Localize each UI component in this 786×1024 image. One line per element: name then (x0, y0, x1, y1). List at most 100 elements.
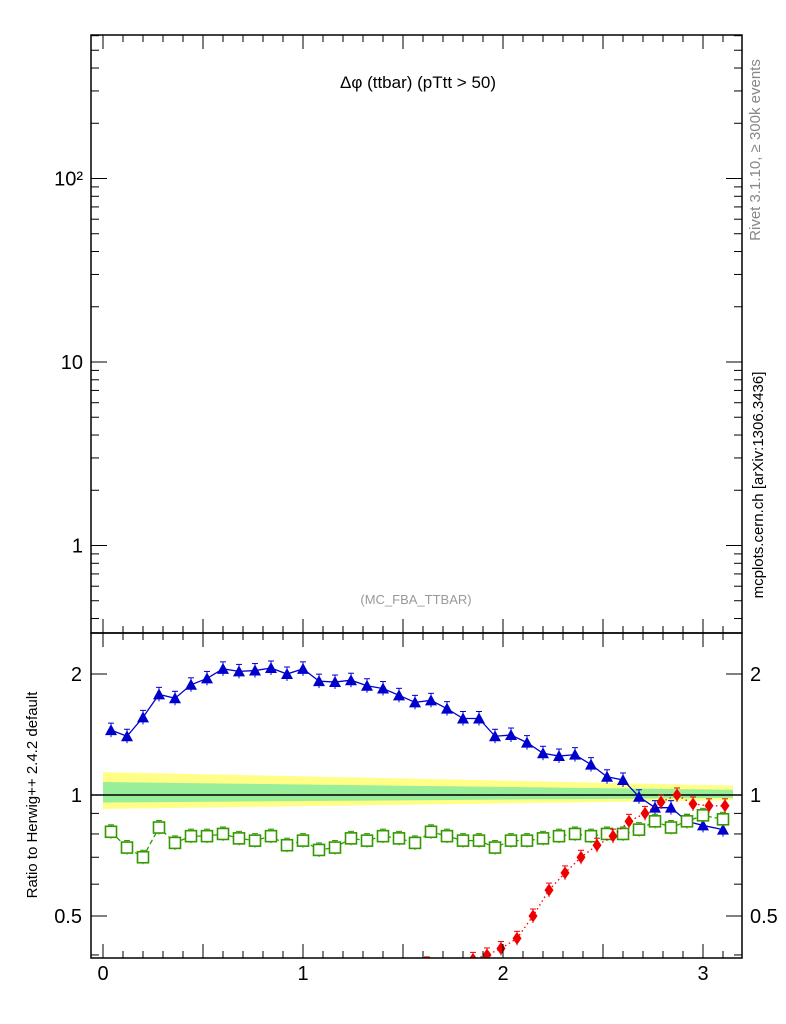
data-point-square (664, 821, 678, 834)
data-point-triangle (601, 770, 613, 782)
data-point-diamond (720, 799, 730, 813)
data-point-diamond (624, 814, 634, 828)
data-point-diamond (469, 952, 477, 958)
data-point-triangle (313, 675, 325, 687)
ratio-y-tick-label-right: 2 (750, 664, 761, 686)
data-point-triangle (617, 773, 629, 785)
data-point-triangle (505, 729, 517, 741)
data-point-square (200, 829, 214, 843)
data-point-diamond (608, 829, 618, 843)
data-point-triangle (249, 664, 261, 676)
data-point-square (680, 815, 694, 828)
main-panel: 1 10 10² Δφ (ttbar) (pTtt > 50) (MC_FBA_TT… (54, 34, 743, 634)
data-point-triangle (697, 819, 709, 831)
data-point-square (472, 834, 486, 847)
data-point-square (152, 821, 166, 834)
data-point-triangle (457, 712, 469, 724)
data-point-square (184, 829, 198, 843)
data-point-square (504, 834, 518, 847)
data-point-square (568, 827, 582, 841)
data-point-triangle (153, 688, 165, 700)
data-point-square (584, 829, 598, 843)
data-point-triangle (585, 758, 597, 770)
rivet-label: Rivet 3.1.10, ≥ 300k events (747, 59, 764, 241)
data-point-square (456, 834, 470, 847)
data-point-diamond (496, 942, 506, 956)
data-point-triangle (489, 730, 501, 742)
data-point-triangle (665, 801, 677, 813)
data-point-square (232, 832, 246, 845)
data-point-triangle (633, 790, 645, 802)
data-point-square (248, 834, 262, 847)
main-y-tick-label: 10 (61, 352, 83, 374)
data-point-diamond (426, 957, 428, 958)
ratio-y-tick-label-right: 1 (750, 785, 761, 807)
data-point-square (280, 838, 294, 852)
data-point-square (120, 841, 134, 854)
data-point-diamond (688, 797, 698, 811)
ratio-ticks: 0.5 0.5 1 1 2 2 0 1 2 3 (54, 633, 778, 985)
data-point-triangle (717, 823, 729, 835)
data-point-triangle (537, 747, 549, 759)
data-point-diamond (453, 972, 462, 985)
data-point-square (296, 834, 310, 847)
data-point-diamond (704, 799, 714, 813)
data-point-square (696, 809, 710, 822)
data-point-triangle (361, 679, 373, 691)
main-y-tick-label: 1 (72, 536, 83, 558)
data-point-triangle (649, 801, 661, 813)
data-point-diamond (640, 806, 650, 820)
data-point-diamond (375, 964, 384, 977)
data-point-diamond (560, 866, 570, 880)
data-point-square (488, 841, 502, 854)
main-y-ticks: 1 10 10² (54, 35, 742, 633)
data-point-triangle (281, 668, 293, 679)
ratio-x-tick-label: 1 (297, 963, 308, 985)
data-point-triangle (409, 696, 421, 708)
data-point-triangle (137, 711, 149, 723)
data-point-triangle (233, 665, 245, 677)
data-point-triangle (377, 682, 389, 694)
data-point-square (168, 836, 182, 850)
watermark: (MC_FBA_TTBAR) (360, 592, 471, 607)
data-point-diamond (389, 974, 398, 987)
data-point-triangle (473, 712, 485, 724)
data-point-diamond (512, 931, 522, 945)
data-point-square (264, 829, 278, 843)
ratio-y-tick-label: 1 (71, 785, 82, 807)
mcplots-label: mcplots.cern.ch [arXiv:1306.3436] (750, 372, 767, 599)
uncertainty-band (103, 772, 733, 809)
data-point-square (440, 829, 454, 843)
data-point-square (536, 832, 550, 845)
data-point-square (360, 834, 374, 847)
data-point-square (136, 850, 150, 864)
data-point-square (648, 815, 662, 828)
band-inner (103, 782, 733, 803)
data-point-square (632, 823, 646, 836)
data-point-square (716, 813, 730, 826)
data-point-triangle (217, 662, 229, 674)
data-point-triangle (201, 672, 213, 684)
ratio-series (104, 660, 730, 987)
data-point-square (392, 832, 406, 845)
data-point-square (408, 836, 422, 850)
data-point-diamond (576, 850, 586, 864)
data-point-square (216, 827, 230, 841)
ratio-x-tick-label: 3 (697, 963, 708, 985)
main-y-tick-label: 10² (54, 169, 83, 191)
data-point-square (104, 825, 118, 839)
ratio-y-axis-label: Ratio to Herwig++ 2.4.2 default (24, 691, 41, 899)
data-point-square (312, 843, 326, 857)
data-point-diamond (592, 838, 602, 852)
data-point-square (328, 841, 342, 854)
ratio-x-tick-label: 0 (97, 963, 108, 985)
data-point-triangle (329, 676, 341, 688)
data-point-square (616, 827, 630, 841)
data-point-diamond (482, 948, 492, 958)
data-point-diamond (672, 788, 682, 802)
data-point-diamond (656, 795, 666, 809)
data-point-square (424, 825, 438, 839)
data-point-square (520, 834, 534, 847)
data-point-square (376, 829, 390, 843)
